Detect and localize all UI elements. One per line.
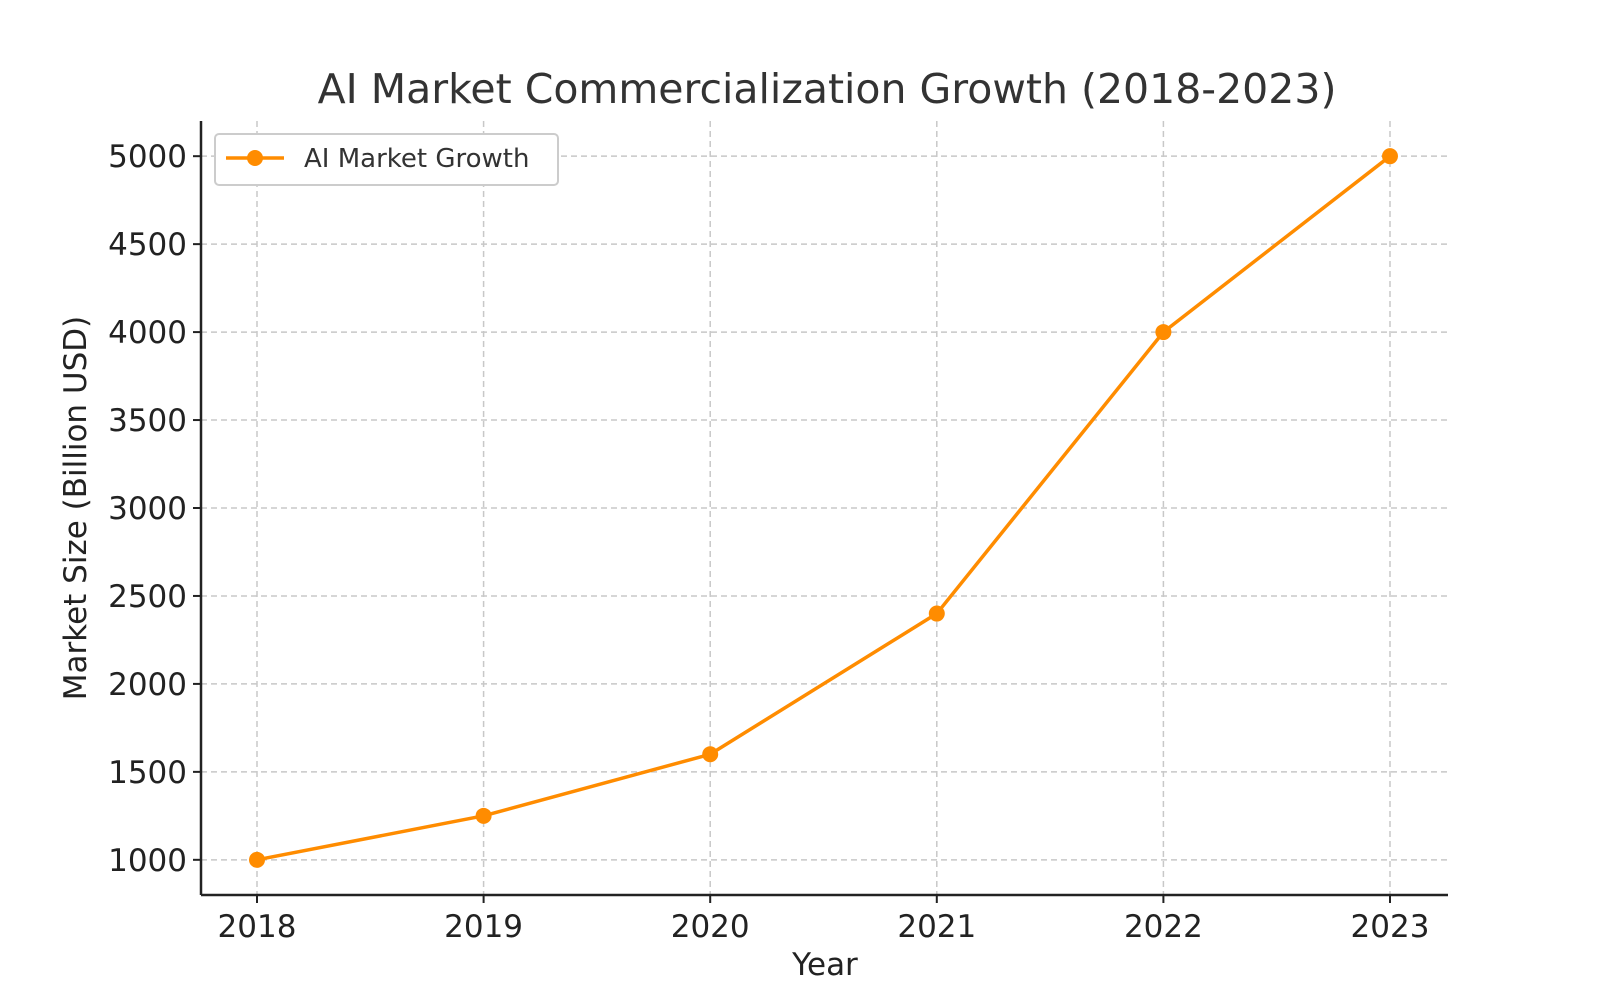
data-point-2021 xyxy=(928,605,945,622)
data-point-2019 xyxy=(475,807,492,824)
series-line xyxy=(255,154,1392,862)
x-tick-label: 2019 xyxy=(444,909,523,945)
legend-label: AI Market Growth xyxy=(304,144,529,174)
x-tick-label: 2020 xyxy=(671,909,750,945)
x-tick-label: 2021 xyxy=(897,909,976,945)
y-tick-label: 2000 xyxy=(108,667,187,703)
y-axis-label: Market Size (Billion USD) xyxy=(58,316,94,701)
data-point-2020 xyxy=(702,746,719,763)
y-tick-label: 2500 xyxy=(108,579,187,615)
x-tick-label: 2018 xyxy=(218,909,297,945)
x-tick-label: 2022 xyxy=(1124,909,1203,945)
data-point-2022 xyxy=(1155,324,1172,341)
legend: AI Market Growth xyxy=(214,133,559,186)
y-tick-label: 5000 xyxy=(108,139,187,175)
data-point-2023 xyxy=(1382,148,1398,165)
chart-title: AI Market Commercialization Growth (2018… xyxy=(318,65,1337,113)
x-tick-label: 2023 xyxy=(1351,909,1430,945)
y-tick-label: 3500 xyxy=(108,403,187,439)
y-tick-label: 1500 xyxy=(108,755,187,791)
legend-marker-swatch xyxy=(247,150,263,166)
y-tick-label: 1000 xyxy=(108,843,187,879)
x-axis-ticks: 2018 2019 2020 2021 2022 2023 xyxy=(218,895,1430,945)
legend-box xyxy=(214,133,559,186)
grid-lines xyxy=(201,121,1448,895)
series-layer xyxy=(249,148,1398,868)
y-tick-label: 4000 xyxy=(108,315,187,351)
y-axis-ticks: 1000 1500 2000 2500 3000 3500 4000 4500 5000 xyxy=(108,139,201,879)
y-tick-label: 3000 xyxy=(108,491,187,527)
y-tick-label: 4500 xyxy=(108,227,187,263)
x-axis-label: Year xyxy=(791,947,858,983)
data-point-2018 xyxy=(249,851,265,868)
